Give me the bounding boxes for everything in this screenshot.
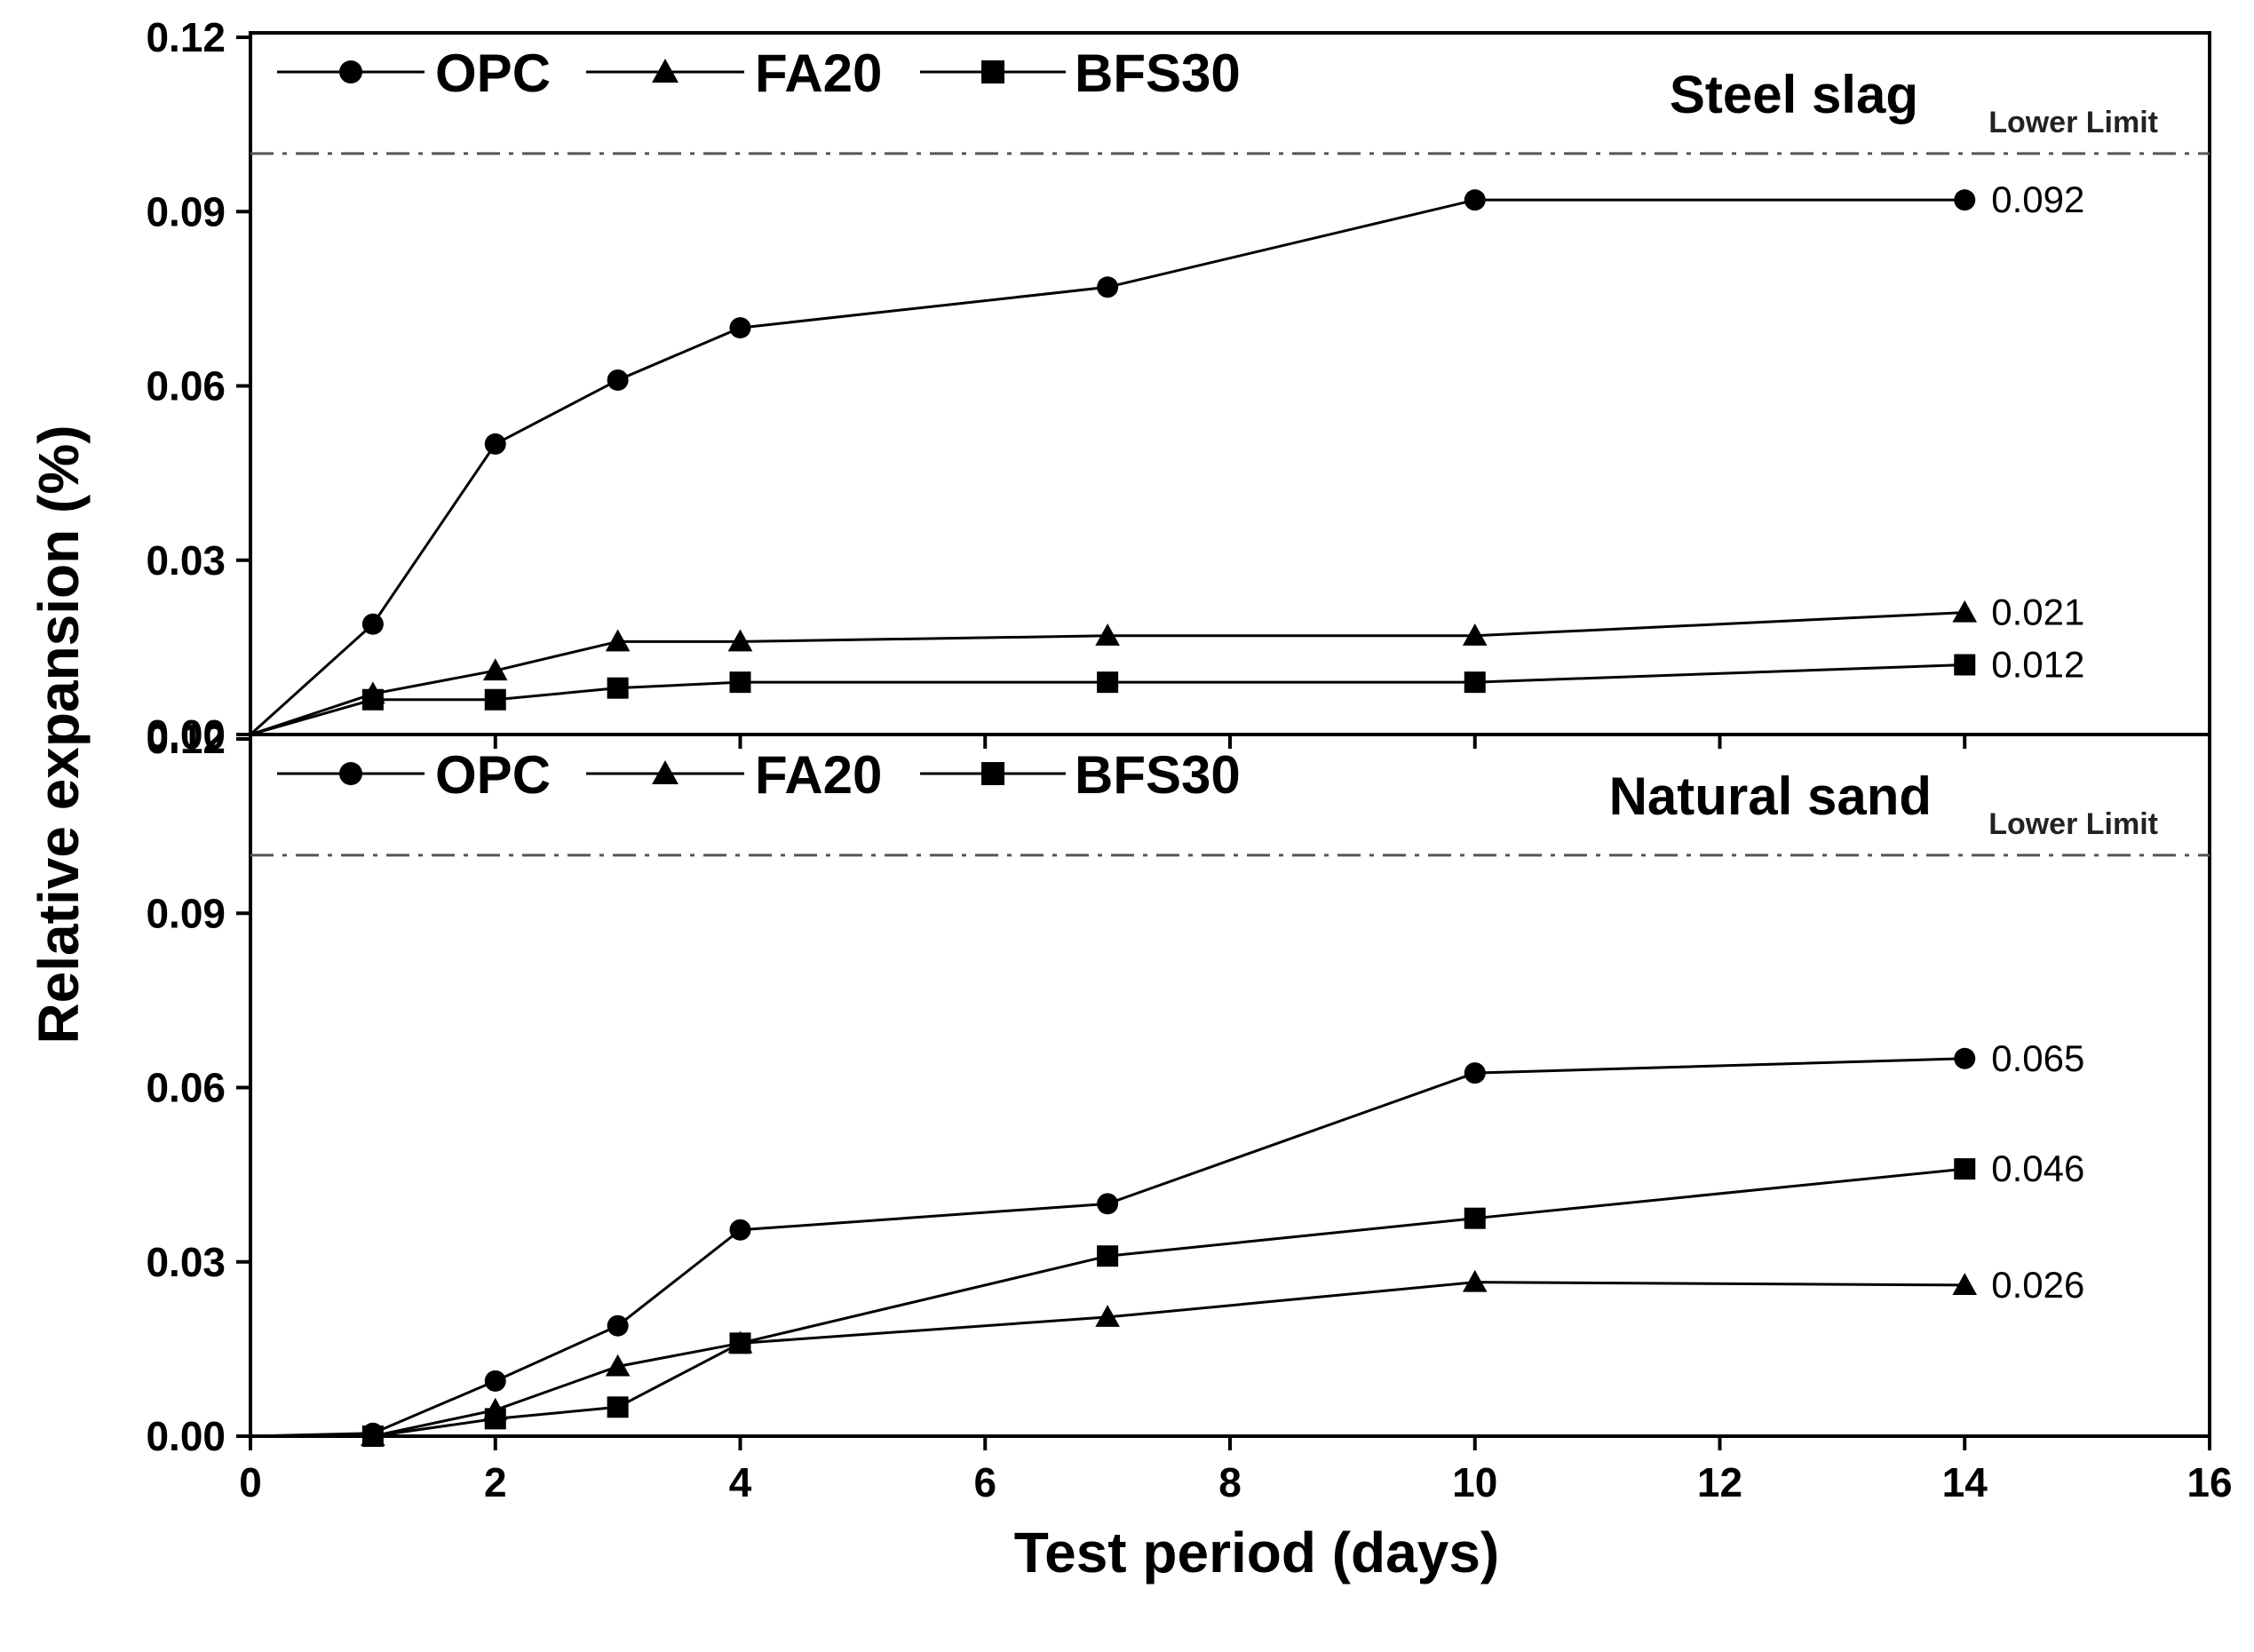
data-point-opc	[484, 433, 506, 455]
panel-title: Steel slag	[1670, 65, 1918, 124]
x-tick-label: 8	[1218, 1459, 1242, 1505]
x-tick-label: 16	[2187, 1459, 2232, 1505]
data-point-bfs30	[484, 1408, 506, 1430]
data-point-bfs30	[484, 688, 506, 711]
legend-label: FA20	[755, 745, 882, 805]
data-point-fa20	[1462, 623, 1488, 646]
legend-marker	[339, 762, 362, 785]
data-point-bfs30	[1464, 671, 1486, 694]
plot-frame	[249, 733, 2211, 1438]
legend-label: OPC	[435, 745, 551, 805]
y-tick-label: 0.06	[146, 1065, 226, 1111]
data-point-opc	[1464, 189, 1486, 211]
data-point-opc	[1954, 189, 1976, 211]
end-value-label: 0.092	[1991, 179, 2084, 220]
series-line-bfs30	[250, 663, 1965, 736]
data-point-bfs30	[1954, 654, 1976, 676]
legend-label: BFS30	[1075, 44, 1241, 103]
series-line-opc	[249, 198, 1965, 736]
panel-steel-slag: 0.00 0.03 0.06 0.09 0.12 Lower Limit Steel sla…	[146, 14, 2211, 758]
data-point-fa20	[605, 1354, 631, 1377]
data-point-opc	[1464, 1062, 1486, 1084]
y-tick-label: 0.00	[146, 1413, 226, 1459]
x-tick-label: 12	[1697, 1459, 1742, 1505]
data-point-bfs30	[607, 677, 629, 699]
legend-marker	[981, 762, 1004, 785]
legend-label: BFS30	[1075, 745, 1241, 805]
series-line-fa20	[250, 611, 1965, 736]
legend-label: OPC	[435, 44, 551, 103]
data-point-fa20	[727, 629, 753, 652]
data-point-fa20	[482, 658, 508, 681]
panel-title: Natural sand	[1609, 766, 1932, 826]
y-axis-title: Relative expansion (%)	[27, 425, 91, 1044]
lower-limit-label: Lower Limit	[1988, 106, 2158, 139]
x-tick-label: 10	[1452, 1459, 1497, 1505]
data-point-bfs30	[729, 671, 751, 694]
y-tick-label: 0.12	[146, 716, 226, 762]
data-point-opc	[607, 369, 629, 391]
data-point-bfs30	[1464, 1207, 1486, 1229]
y-tick-label: 0.03	[146, 1239, 226, 1285]
end-value-label: 0.065	[1991, 1037, 2084, 1079]
data-point-fa20	[1952, 600, 1978, 623]
data-point-bfs30	[1954, 1158, 1976, 1180]
data-point-bfs30	[729, 1332, 751, 1354]
data-point-opc	[607, 1314, 629, 1337]
x-tick-label: 6	[973, 1459, 996, 1505]
x-tick-label: 0	[239, 1459, 262, 1505]
data-point-bfs30	[1097, 1245, 1119, 1267]
data-point-opc	[729, 1219, 751, 1241]
y-tick-label: 0.09	[146, 890, 226, 936]
y-tick-label: 0.12	[146, 14, 226, 60]
data-point-opc	[1954, 1047, 1976, 1069]
lower-limit-label: Lower Limit	[1988, 807, 2158, 841]
x-axis-title: Test period (days)	[1014, 1521, 1499, 1584]
end-value-label: 0.046	[1991, 1148, 2084, 1189]
legend-marker	[981, 60, 1004, 83]
series-line-bfs30	[372, 1167, 1965, 1438]
data-point-bfs30	[607, 1396, 629, 1418]
plot-frame	[249, 31, 2211, 736]
data-point-bfs30	[361, 688, 384, 711]
x-tick-label: 14	[1942, 1459, 1988, 1505]
data-point-bfs30	[361, 1426, 384, 1447]
end-value-label: 0.012	[1991, 644, 2084, 686]
legend-marker	[339, 60, 362, 83]
data-point-opc	[361, 613, 384, 635]
data-point-opc	[729, 317, 751, 339]
legend-marker	[652, 59, 679, 83]
panel-natural-sand: 0.00 0.03 0.06 0.09 0.12 0 2 4 6 8 10 12 14 16 Lower L…	[146, 716, 2232, 1505]
end-value-label: 0.021	[1991, 592, 2084, 633]
x-tick-label: 2	[484, 1459, 507, 1505]
end-value-label: 0.026	[1991, 1264, 2084, 1306]
data-point-fa20	[1095, 1305, 1120, 1327]
data-point-fa20	[605, 629, 631, 652]
data-point-bfs30	[1097, 671, 1119, 694]
data-point-opc	[1097, 276, 1119, 298]
data-point-opc	[1097, 1193, 1119, 1215]
y-tick-label: 0.03	[146, 537, 226, 584]
y-tick-label: 0.00	[146, 711, 226, 758]
legend-label: FA20	[755, 44, 882, 103]
x-tick-label: 4	[729, 1459, 752, 1505]
legend-marker	[652, 760, 679, 784]
y-tick-label: 0.06	[146, 363, 226, 409]
data-point-fa20	[1462, 1269, 1488, 1292]
data-point-fa20	[1952, 1273, 1978, 1295]
y-tick-label: 0.09	[146, 188, 226, 234]
data-point-opc	[484, 1370, 506, 1392]
series-line-opc	[250, 1057, 1965, 1438]
data-point-fa20	[1095, 623, 1120, 646]
